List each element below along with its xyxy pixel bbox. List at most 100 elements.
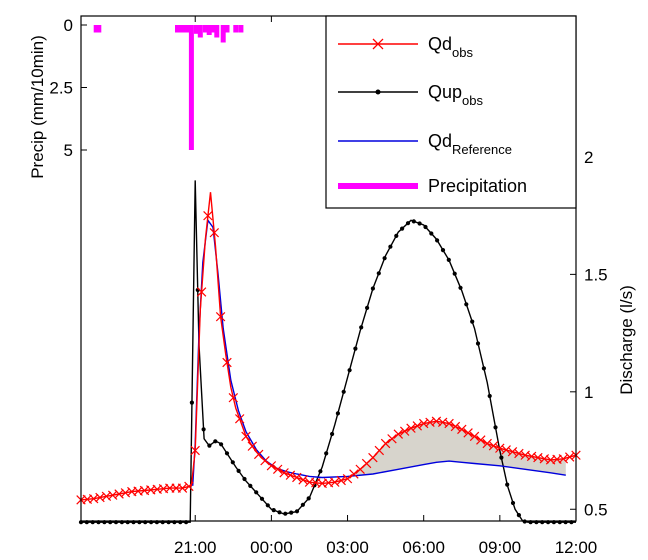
x-tick-label: 09:00 xyxy=(479,538,522,557)
legend-label-subscript: obs xyxy=(452,45,473,60)
legend-label-base: Qd xyxy=(428,34,452,54)
qup_obs-point xyxy=(300,502,305,507)
qup_obs-point xyxy=(324,451,329,456)
precipitation-bar xyxy=(93,25,99,33)
qup_obs-point xyxy=(446,257,451,262)
qd_obs-point xyxy=(260,455,270,466)
qup_obs-point xyxy=(417,221,422,226)
legend-label-precipitation: Precipitation xyxy=(428,176,527,196)
qd_obs-point xyxy=(444,418,454,429)
qup_obs-point xyxy=(277,510,282,515)
qd_obs-point xyxy=(450,421,461,432)
qup_obs-point xyxy=(242,476,247,482)
legend-label-qd_obs: Qdobs xyxy=(428,34,473,60)
qd_obs-point xyxy=(393,429,404,439)
precipitation-bar xyxy=(233,25,239,33)
qd_obs-point xyxy=(463,428,473,438)
qup_obs-point xyxy=(435,238,440,243)
qd_obs-point xyxy=(387,434,397,444)
legend-label-subscript: Reference xyxy=(452,142,512,157)
qup_obs-point xyxy=(499,455,504,460)
qup_obs-point xyxy=(283,511,288,516)
x-tick-label: 06:00 xyxy=(402,538,445,557)
qup_obs-point xyxy=(335,411,340,416)
precipitation-bar xyxy=(224,25,230,33)
qup_obs-point xyxy=(230,460,235,465)
qd_obs-point xyxy=(558,454,569,464)
precipitation-layer xyxy=(93,25,244,150)
qd_obs-point xyxy=(241,431,251,442)
qup_obs-point xyxy=(493,425,498,430)
qd_obs-point xyxy=(330,477,340,487)
qup_obs-point xyxy=(259,496,265,501)
qup_obs-point xyxy=(289,510,294,515)
qd_obs-point xyxy=(342,473,353,484)
precipitation-bar xyxy=(194,25,199,34)
legend-marker-qup_obs xyxy=(375,89,381,95)
qup_obs-point xyxy=(505,482,510,487)
qup_obs-point xyxy=(318,469,323,474)
axes-layer: 21:00 00:00 03:00 06:00 09:00 12:00 0 2.5 5 0.5 1 1… xyxy=(28,16,636,557)
qd_reference-line xyxy=(192,218,566,486)
qd_obs-point xyxy=(184,481,194,492)
qd_obs-point xyxy=(298,475,308,485)
precipitation-bar xyxy=(214,25,220,38)
precipitation-bar xyxy=(96,25,102,33)
qd_obs-point xyxy=(564,452,575,462)
qup_obs-point xyxy=(254,490,259,495)
qd_obs-point xyxy=(215,311,226,322)
legend-label-base: Qup xyxy=(428,82,462,102)
qup_obs-point xyxy=(306,496,311,501)
qup_obs-point xyxy=(411,219,416,224)
legend-label-subscript: obs xyxy=(462,93,483,108)
qup_obs-point xyxy=(423,224,428,230)
qup_obs-point xyxy=(353,346,358,351)
qup_obs-point xyxy=(470,319,475,324)
qup_obs-point xyxy=(271,508,276,513)
precipitation-bar xyxy=(202,25,208,33)
y-left-tick-label: 5 xyxy=(64,141,73,160)
qd_obs-point xyxy=(292,472,302,483)
y-right-tick-label: 2 xyxy=(584,148,593,167)
qd_obs-point xyxy=(457,424,467,435)
qup_obs-point xyxy=(458,285,463,290)
qd_obs-point xyxy=(285,470,296,480)
qd_obs-point xyxy=(203,210,213,221)
qup_obs-line xyxy=(81,180,576,523)
qd_obs-point xyxy=(501,445,511,455)
qup_obs-point xyxy=(487,393,492,399)
qup_obs-point xyxy=(370,286,375,291)
qd_obs-point xyxy=(272,464,283,475)
qup_obs-point xyxy=(452,271,457,276)
qup_obs-point xyxy=(219,442,224,447)
qd_obs-point xyxy=(349,469,359,479)
y-left-tick-label: 0 xyxy=(64,16,73,35)
qd_obs-point xyxy=(279,468,289,478)
precipitation-bar xyxy=(188,25,194,150)
qd_obs-point xyxy=(495,443,505,453)
qup_obs-point xyxy=(294,509,300,514)
qup_obs-point xyxy=(464,302,469,307)
x-tick-label: 00:00 xyxy=(250,538,293,557)
qup_obs-point xyxy=(347,368,352,373)
qup_obs-point xyxy=(376,271,381,276)
qd_obs-point xyxy=(514,448,524,459)
y-right-tick-label: 0.5 xyxy=(584,500,608,519)
precipitation-bar xyxy=(183,25,189,33)
legend-label-qd_reference: QdReference xyxy=(428,131,512,157)
qup_obs-point xyxy=(394,233,399,238)
qd_obs-point xyxy=(177,483,188,493)
qup_obs-point xyxy=(224,451,230,456)
y-right-tick-label: 1 xyxy=(584,383,593,402)
legend-label-qup_obs: Qupobs xyxy=(428,82,483,108)
legend-marker-qd_obs xyxy=(372,38,384,50)
y-right-axis-label: Discharge (l/s) xyxy=(617,285,636,395)
qup_obs-point xyxy=(213,439,218,444)
qd_obs-point xyxy=(469,431,480,442)
difference-shading-layer xyxy=(347,421,566,479)
qup_obs-point xyxy=(207,443,212,448)
qd_obs-point xyxy=(476,435,486,445)
qd_obs-point xyxy=(482,438,492,449)
